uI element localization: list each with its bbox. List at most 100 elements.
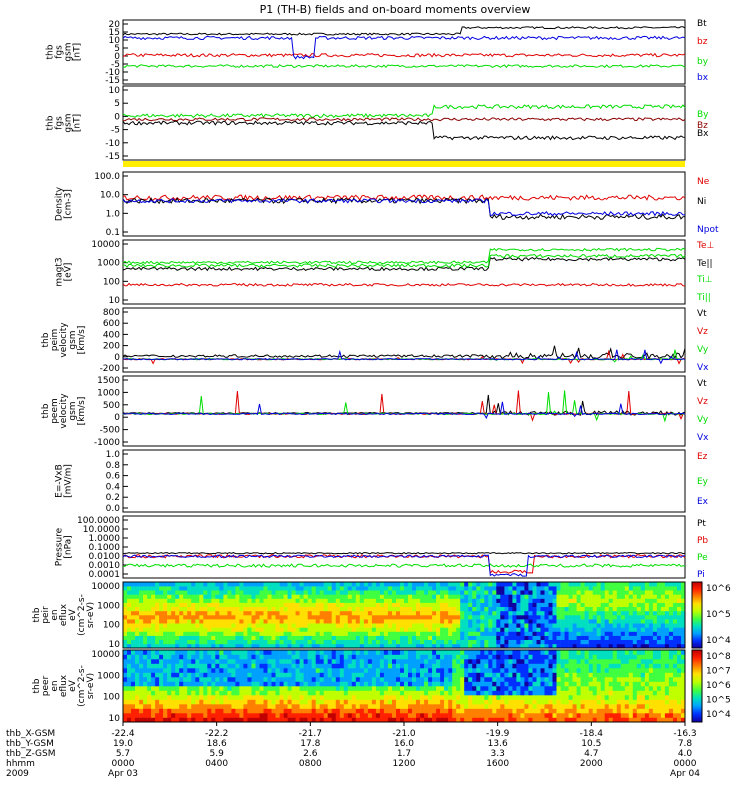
spectrogram-cell bbox=[387, 708, 393, 714]
spectrogram-cell bbox=[444, 602, 449, 607]
spectrogram-cell bbox=[673, 650, 678, 655]
series-line-Bt bbox=[122, 26, 686, 36]
spectrogram-cell bbox=[151, 663, 156, 669]
spectrogram-cell bbox=[681, 654, 686, 660]
spectrogram-cell bbox=[219, 582, 224, 587]
spectrogram-cell bbox=[231, 681, 236, 687]
spectrogram-cell bbox=[187, 663, 192, 669]
spectrogram-cell bbox=[424, 690, 429, 696]
spectrogram-cell bbox=[347, 598, 353, 603]
spectrogram-cell bbox=[359, 650, 365, 655]
spectrogram-cell bbox=[363, 654, 369, 660]
spectrogram-cell bbox=[231, 672, 236, 678]
spectrogram-cell bbox=[155, 639, 160, 645]
spectrogram-cell bbox=[311, 631, 316, 636]
spectrogram-cell bbox=[556, 643, 561, 649]
spectrogram-cell bbox=[628, 631, 634, 636]
spectrogram-cell bbox=[159, 699, 164, 705]
spectrogram-cell bbox=[660, 602, 666, 607]
spectrogram-cell bbox=[440, 695, 445, 700]
spectrogram-cell bbox=[327, 631, 332, 636]
spectrogram-cell bbox=[540, 594, 545, 599]
spectrogram-cell bbox=[331, 708, 336, 714]
spectrogram-cell bbox=[347, 699, 353, 705]
spectrogram-cell bbox=[151, 659, 156, 664]
spectrogram-cell bbox=[428, 619, 433, 624]
spectrogram-cell bbox=[508, 717, 513, 723]
spectrogram-cell bbox=[219, 590, 224, 595]
spectrogram-cell bbox=[331, 619, 336, 624]
spectrogram-cell bbox=[556, 639, 561, 645]
spectrogram-cell bbox=[247, 623, 252, 628]
spectrogram-cell bbox=[420, 686, 425, 691]
spectrogram-cell bbox=[291, 586, 296, 591]
spectrogram-cell bbox=[400, 643, 405, 649]
spectrogram-cell bbox=[580, 590, 585, 595]
spectrogram-cell bbox=[456, 681, 461, 687]
spectrogram-cell bbox=[255, 677, 260, 682]
spectrogram-cell bbox=[508, 615, 513, 620]
spectrogram-cell bbox=[524, 708, 529, 714]
spectrogram-cell bbox=[331, 594, 336, 599]
spectrogram-cell bbox=[303, 650, 308, 655]
spectrogram-cell bbox=[564, 690, 569, 696]
spectrogram-cell bbox=[159, 681, 164, 687]
spectrogram-cell bbox=[223, 582, 228, 587]
spectrogram-cell bbox=[359, 699, 365, 705]
spectrogram-cell bbox=[195, 663, 200, 669]
spectrogram-cell bbox=[371, 681, 377, 687]
spectrogram-cell bbox=[291, 582, 296, 587]
spectrogram-cell bbox=[396, 663, 401, 669]
spectrogram-cell bbox=[528, 643, 533, 649]
spectrogram-cell bbox=[203, 631, 208, 636]
spectrogram-cell bbox=[412, 654, 417, 660]
spectrogram-cell bbox=[183, 598, 188, 603]
spectrogram-cell bbox=[203, 668, 208, 673]
spectrogram-cell bbox=[295, 619, 300, 624]
spectrogram-cell bbox=[199, 631, 204, 636]
spectrogram-cell bbox=[540, 663, 545, 669]
spectrogram-cell bbox=[307, 606, 312, 612]
spectrogram-cell bbox=[259, 668, 264, 673]
spectrogram-cell bbox=[552, 582, 557, 587]
spectrogram-cell bbox=[347, 695, 353, 700]
spectrogram-cell bbox=[512, 690, 517, 696]
spectrogram-cell bbox=[279, 598, 284, 603]
spectrogram-cell bbox=[319, 686, 324, 691]
spectrogram-cell bbox=[528, 602, 533, 607]
spectrogram-cell bbox=[355, 627, 361, 632]
spectrogram-cell bbox=[211, 681, 216, 687]
spectrogram-cell bbox=[440, 615, 445, 620]
spectrogram-cell bbox=[524, 690, 529, 696]
spectrogram-cell bbox=[564, 663, 569, 669]
spectrogram-cell bbox=[673, 623, 678, 628]
spectrogram-cell bbox=[496, 672, 501, 678]
spectrogram-cell bbox=[131, 594, 136, 599]
spectrogram-cell bbox=[235, 582, 240, 587]
spectrogram-cell bbox=[548, 681, 553, 687]
spectrogram-cell bbox=[464, 717, 469, 723]
spectrogram-cell bbox=[387, 623, 393, 628]
spectrogram-cell bbox=[203, 672, 208, 678]
spectrogram-cell bbox=[163, 681, 168, 687]
spectrogram-cell bbox=[648, 586, 654, 591]
spectrogram-cell bbox=[335, 668, 341, 673]
spectrogram-cell bbox=[155, 654, 160, 660]
x-axis-row-label: thb_Y-GSM bbox=[6, 739, 54, 749]
spectrogram-cell bbox=[371, 610, 377, 616]
spectrogram-cell bbox=[143, 654, 148, 660]
spectrogram-cell bbox=[456, 610, 461, 616]
spectrogram-cell bbox=[496, 699, 501, 705]
spectrogram-cell bbox=[375, 590, 381, 595]
spectrogram-cell bbox=[351, 677, 357, 682]
spectrogram-cell bbox=[668, 668, 674, 673]
spectrogram-cell bbox=[492, 659, 497, 664]
spectrogram-cell bbox=[243, 717, 248, 723]
spectrogram-cell bbox=[556, 590, 561, 595]
spectrogram-cell bbox=[263, 663, 268, 669]
spectrogram-cell bbox=[500, 602, 505, 607]
spectrogram-cell bbox=[673, 717, 678, 723]
spectrogram-cell bbox=[540, 708, 545, 714]
spectrogram-cell bbox=[484, 650, 489, 655]
spectrogram-cell bbox=[572, 623, 577, 628]
